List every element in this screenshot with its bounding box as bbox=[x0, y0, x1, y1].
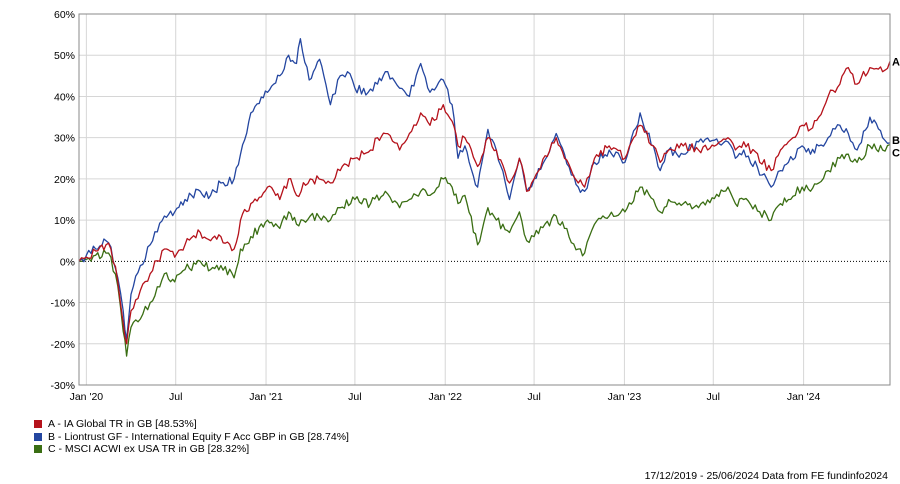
y-tick-label: 10% bbox=[54, 215, 75, 227]
series-line-b bbox=[78, 38, 891, 341]
x-tick-label: Jul bbox=[527, 391, 540, 403]
source-footer: 17/12/2019 - 25/06/2024 Data from FE fun… bbox=[644, 470, 888, 482]
x-tick-label: Jan '22 bbox=[428, 391, 462, 403]
legend-item-c: C - MSCI ACWI ex USA TR in GB [28.32%] bbox=[34, 443, 349, 456]
performance-chart: 60% 50% 40% 30% 20% 10% 0% -10% -20% -30% Jan '20… bbox=[50, 9, 900, 403]
legend-swatch-c bbox=[34, 445, 42, 454]
y-tick-label: -10% bbox=[50, 298, 75, 310]
legend-item-b: B - Liontrust GF - International Equity … bbox=[34, 431, 349, 444]
y-tick-label: 50% bbox=[54, 50, 75, 62]
series-end-labels: CB A bbox=[892, 56, 900, 159]
legend-item-a: A - IA Global TR in GB [48.53%] bbox=[34, 418, 349, 431]
legend-label-c: C - MSCI ACWI ex USA TR in GB [28.32%] bbox=[48, 443, 250, 455]
x-tick-label: Jan '23 bbox=[608, 391, 642, 403]
y-tick-label: 20% bbox=[54, 174, 75, 186]
chart-series bbox=[78, 38, 891, 357]
y-tick-label: -30% bbox=[50, 380, 75, 392]
x-tick-label: Jan '20 bbox=[70, 391, 104, 403]
series-end-label-a: A bbox=[892, 56, 900, 68]
y-tick-label: 30% bbox=[54, 133, 75, 145]
chart-legend: A - IA Global TR in GB [48.53%] B - Lion… bbox=[34, 418, 349, 456]
x-tick-label: Jul bbox=[348, 391, 361, 403]
x-tick-label: Jul bbox=[169, 391, 182, 403]
series-end-label-c: C bbox=[892, 148, 900, 160]
y-axis-ticks: 60% 50% 40% 30% 20% 10% 0% -10% -20% -30% bbox=[50, 9, 75, 392]
x-tick-label: Jan '24 bbox=[787, 391, 821, 403]
y-tick-label: 40% bbox=[54, 91, 75, 103]
legend-label-b: B - Liontrust GF - International Equity … bbox=[48, 430, 349, 443]
series-line-c bbox=[79, 143, 891, 357]
y-tick-label: 60% bbox=[54, 9, 75, 21]
legend-swatch-b bbox=[34, 432, 42, 441]
series-end-label-b: B bbox=[892, 135, 900, 147]
y-tick-label: 0% bbox=[60, 256, 75, 268]
legend-swatch-a bbox=[34, 420, 42, 429]
x-tick-label: Jul bbox=[707, 391, 720, 403]
x-tick-label: Jan '21 bbox=[249, 391, 283, 403]
series-line-a bbox=[78, 61, 891, 345]
legend-label-a: A - IA Global TR in GB [48.53%] bbox=[48, 418, 197, 430]
x-axis-ticks: Jan '20 Jul Jan '21 Jul Jan '22 Jul Jan '23 Jul… bbox=[70, 391, 821, 403]
chart-grid bbox=[79, 13, 890, 386]
plot-area-border bbox=[78, 13, 891, 386]
y-tick-label: -20% bbox=[50, 339, 75, 351]
